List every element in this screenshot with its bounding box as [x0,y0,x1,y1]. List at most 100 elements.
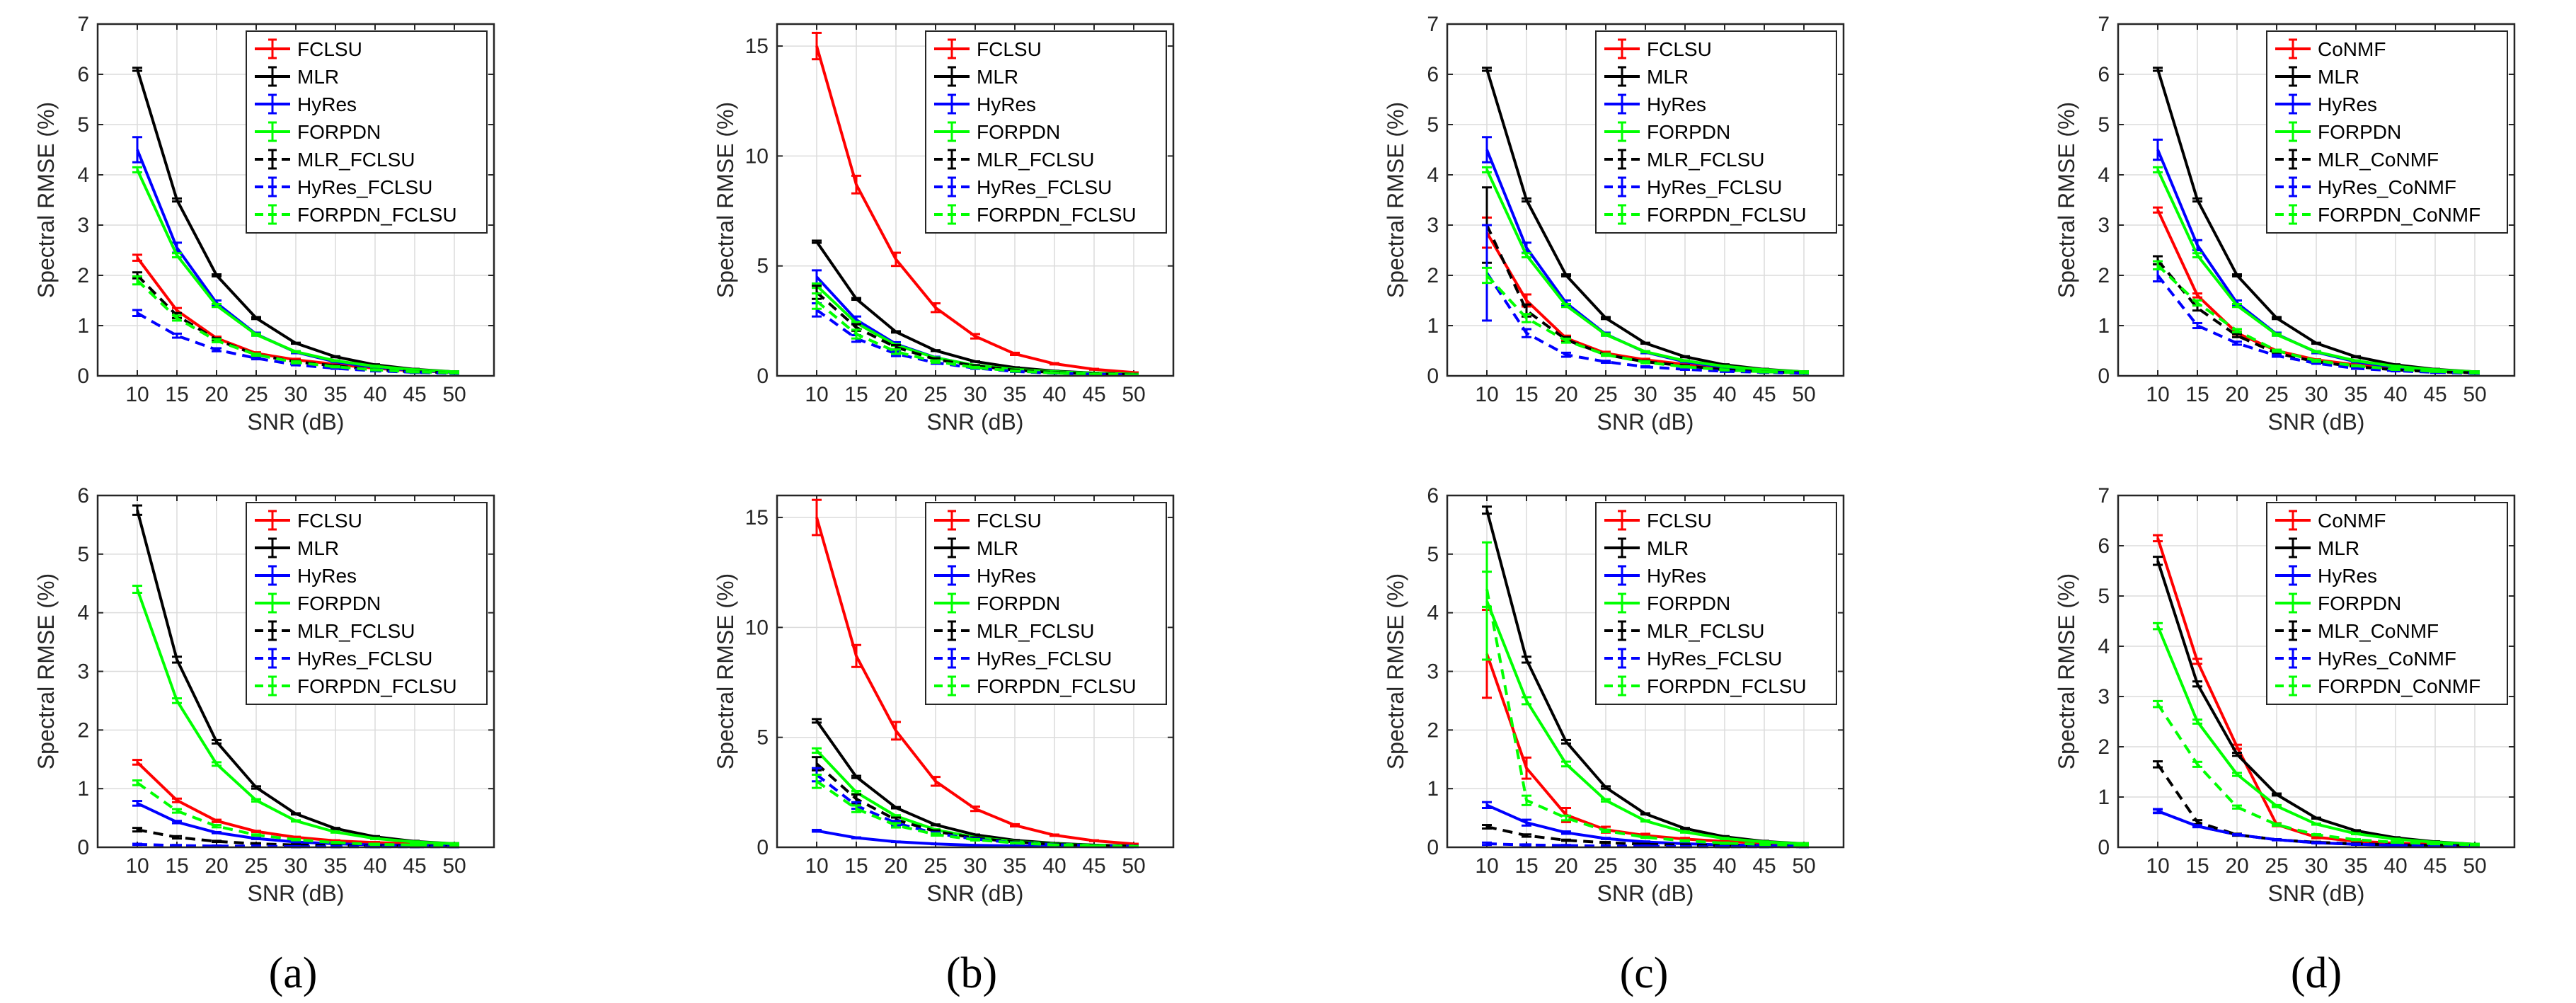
legend: CoNMF MLR HyRes FORPDN MLR_CoNMF HyRes_CoNMF F… [2266,502,2508,705]
x-axis-label: SNR (dB) [1597,881,1694,906]
x-tick-label: 50 [1792,383,1815,406]
legend-label-FORPDN_FCLSU: FORPDN_FCLSU [297,204,457,226]
legend-label-MLR_FCLSU: MLR_FCLSU [297,149,415,171]
x-tick-label: 40 [1713,854,1736,878]
axes-frame [2117,23,2516,377]
legend-label-FORPDN: FORPDN [977,592,1060,614]
y-tick-label: 1 [77,777,89,801]
y-tick-label: 0 [77,836,89,859]
y-axis-label: Spectral RMSE (%) [33,573,59,769]
y-tick-label: 2 [1427,718,1439,742]
y-tick-label: 0 [2098,836,2110,859]
x-tick-label: 40 [363,854,386,878]
legend-label-FORPDN_FCLSU: FORPDN_FCLSU [1647,204,1807,226]
legend-label-HyRes_CoNMF: HyRes_CoNMF [2318,648,2456,670]
y-tick-label: 7 [2098,484,2110,508]
x-tick-label: 30 [284,383,307,406]
x-tick-label: 50 [2463,854,2486,878]
x-tick-label: 20 [2225,383,2248,406]
legend-label-FCLSU: FCLSU [1647,510,1712,532]
y-tick-label: 3 [2098,214,2110,237]
legend-label-HyRes_CoNMF: HyRes_CoNMF [2318,176,2456,198]
y-tick-label: 3 [1427,214,1439,237]
axes-frame [96,23,495,377]
legend-label-MLR_FCLSU: MLR_FCLSU [977,620,1094,642]
legend-label-FORPDN: FORPDN [2318,592,2401,614]
y-axis-label: Spectral RMSE (%) [2054,573,2079,769]
x-tick-label: 40 [363,383,386,406]
legend-label-FCLSU: FCLSU [977,510,1042,532]
legend-label-FCLSU: FCLSU [297,510,362,532]
x-tick-label: 20 [205,383,228,406]
x-tick-label: 20 [1554,854,1577,878]
chart-b-top: 10 15 20 25 30 35 40 45 50 0 5 10 15 SNR (dB) Spectral… [713,23,1175,435]
x-axis-label: SNR (dB) [2268,881,2365,906]
y-axis-label: Spectral RMSE (%) [1383,102,1408,298]
x-tick-label: 45 [403,854,426,878]
panel-label-c: (c) [1620,949,1669,997]
y-tick-label: 0 [77,365,89,388]
x-axis-label: SNR (dB) [927,881,1024,906]
legend: FCLSU MLR HyRes FORPDN MLR_FCLSU HyRes_FCLSU F… [1595,30,1837,234]
x-tick-label: 45 [403,383,426,406]
y-tick-label: 6 [77,63,89,86]
y-tick-label: 3 [77,660,89,684]
panel-label-a: (a) [269,949,318,997]
y-tick-label: 3 [77,214,89,237]
x-tick-label: 30 [1633,854,1657,878]
x-axis-label: SNR (dB) [927,409,1024,435]
y-tick-label: 1 [77,314,89,338]
x-tick-label: 45 [1752,383,1776,406]
x-tick-label: 25 [1594,854,1617,878]
x-tick-label: 35 [1003,854,1026,878]
x-tick-label: 45 [1082,854,1105,878]
legend-label-FORPDN: FORPDN [1647,121,1730,143]
x-tick-label: 45 [1752,854,1776,878]
legend-label-MLR: MLR [297,537,339,559]
y-tick-label: 7 [1427,13,1439,36]
x-tick-label: 20 [205,854,228,878]
legend-label-FORPDN_CoNMF: FORPDN_CoNMF [2318,675,2480,697]
series-line-MLR_FCLSU [1485,224,1805,374]
x-tick-label: 35 [2344,383,2367,406]
x-tick-label: 10 [2146,383,2169,406]
legend-label-MLR: MLR [977,66,1018,88]
x-axis-label: SNR (dB) [248,881,345,906]
x-tick-label: 15 [165,854,188,878]
x-tick-label: 15 [844,383,868,406]
x-tick-label: 50 [2463,383,2486,406]
x-tick-label: 40 [1713,383,1736,406]
x-tick-label: 30 [2304,854,2328,878]
axes-frame [776,23,1175,377]
series-line-FORPDN_FCLSU [1485,589,1805,847]
legend-label-MLR_FCLSU: MLR_FCLSU [977,149,1094,171]
y-tick-label: 0 [1427,836,1439,859]
legend: FCLSU MLR HyRes FORPDN MLR_FCLSU HyRes_FCLSU F… [246,502,488,705]
legend-label-MLR: MLR [977,537,1018,559]
y-tick-label: 6 [1427,63,1439,86]
legend-label-FORPDN: FORPDN [297,121,381,143]
x-tick-label: 10 [125,854,149,878]
y-tick-label: 4 [77,164,89,187]
x-tick-label: 40 [2384,854,2407,878]
y-tick-label: 6 [2098,534,2110,558]
y-axis-label: Spectral RMSE (%) [713,573,738,769]
legend-label-FCLSU: FCLSU [1647,38,1712,60]
legend-label-FORPDN: FORPDN [297,592,381,614]
legend-label-HyRes: HyRes [977,93,1036,115]
x-tick-label: 30 [2304,383,2328,406]
x-tick-label: 15 [844,854,868,878]
legend-label-FORPDN_FCLSU: FORPDN_FCLSU [1647,675,1807,697]
x-tick-label: 10 [2146,854,2169,878]
x-tick-label: 50 [1792,854,1815,878]
legend-label-FORPDN: FORPDN [977,121,1060,143]
y-tick-label: 1 [1427,314,1439,338]
x-tick-label: 35 [1003,383,1026,406]
legend-label-HyRes: HyRes [977,565,1036,587]
x-tick-label: 10 [1475,854,1498,878]
y-tick-label: 7 [77,13,89,36]
